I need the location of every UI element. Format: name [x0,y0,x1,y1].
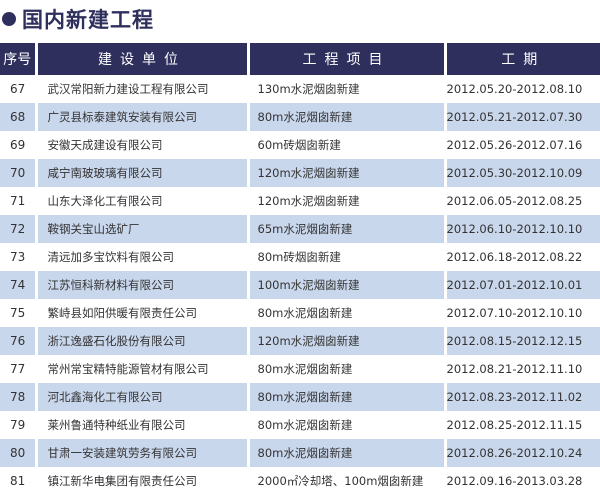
cell-period: 2012.05.30-2012.10.09 [443,159,600,187]
section-title: 国内新建工程 [2,4,154,34]
cell-no: 77 [10,362,26,376]
cell-project: 120m水泥烟囱新建 [246,327,445,355]
table-row: 80 甘肃一安装建筑劳务有限公司 80m水泥烟囱新建 2012.08.26-2012.… [0,439,600,467]
table-row: 81 镇江新华电集团有限责任公司 2000㎡冷却塔、100m烟囱新建 2012.09.… [0,467,600,495]
table-row: 71 山东大泽化工有限公司 120m水泥烟囱新建 2012.06.05-2012.08… [0,187,600,215]
cell-no: 74 [0,271,36,299]
cell-project: 60m砖烟囱新建 [246,131,445,159]
cell-no: 78 [0,383,36,411]
cell-period: 2012.08.26-2012.10.24 [443,439,600,467]
cell-period: 2012.09.16-2013.03.28 [443,467,600,495]
cell-period: 2012.07.10-2012.10.10 [443,299,600,327]
table-row: 79 莱州鲁通特种纸业有限公司 80m水泥烟囱新建 2012.08.25-2012.1… [0,411,600,439]
cell-period: 2012.05.26-2012.07.16 [443,131,600,159]
cell-unit: 常州常宝精特能源管材有限公司 [34,355,248,383]
cell-period: 2012.05.21-2012.07.30 [443,103,600,131]
cell-no: 73 [10,250,26,264]
bullet-icon [2,12,16,26]
table-row: 69 安徽天成建设有限公司 60m砖烟囱新建 2012.05.26-2012.07.1… [0,131,600,159]
cell-project: 100m水泥烟囱新建 [246,271,445,299]
column-header-no: 序号 [0,43,36,75]
table-row: 68 广灵县标泰建筑安装有限公司 80m水泥烟囱新建 2012.05.21-2012.… [0,103,600,131]
cell-project: 120m水泥烟囱新建 [246,159,445,187]
cell-unit: 莱州鲁通特种纸业有限公司 [34,411,248,439]
cell-unit: 清远加多宝饮料有限公司 [34,243,248,271]
cell-project: 2000㎡冷却塔、100m烟囱新建 [246,467,445,495]
cell-no: 75 [10,306,26,320]
cell-project: 80m水泥烟囱新建 [246,439,445,467]
cell-unit: 鞍钢关宝山选矿厂 [34,215,248,243]
cell-project: 80m水泥烟囱新建 [246,383,445,411]
projects-table: 序号 建设单位 工程项目 工期 67 武汉常阳新力建设工程有限公司 130m水泥烟囱… [0,43,600,495]
cell-unit: 山东大泽化工有限公司 [34,187,248,215]
table-row: 67 武汉常阳新力建设工程有限公司 130m水泥烟囱新建 2012.05.20-201… [0,75,600,103]
cell-no: 68 [0,103,36,131]
cell-unit: 咸宁南玻玻璃有限公司 [34,159,248,187]
cell-no: 67 [10,82,26,96]
cell-period: 2012.05.20-2012.08.10 [443,75,600,103]
table-row: 75 繁峙县如阳供暖有限责任公司 80m水泥烟囱新建 2012.07.10-2012.… [0,299,600,327]
cell-no: 76 [0,327,36,355]
cell-period: 2012.07.01-2012.10.01 [443,271,600,299]
table-row: 77 常州常宝精特能源管材有限公司 80m水泥烟囱新建 2012.08.21-2012… [0,355,600,383]
cell-unit: 江苏恒科新材料有限公司 [34,271,248,299]
cell-unit: 河北鑫海化工有限公司 [34,383,248,411]
cell-no: 71 [10,194,26,208]
table-row: 78 河北鑫海化工有限公司 80m水泥烟囱新建 2012.08.23-2012.11.… [0,383,600,411]
cell-unit: 浙江逸盛石化股份有限公司 [34,327,248,355]
column-header-period: 工期 [443,43,600,75]
cell-unit: 镇江新华电集团有限责任公司 [34,467,248,495]
cell-no: 79 [10,418,26,432]
section-title-text: 国内新建工程 [22,8,154,32]
cell-no: 70 [0,159,36,187]
cell-no: 80 [0,439,36,467]
cell-project: 130m水泥烟囱新建 [246,75,445,103]
cell-project: 65m水泥烟囱新建 [246,215,445,243]
cell-period: 2012.06.10-2012.10.10 [443,215,600,243]
table-row: 72 鞍钢关宝山选矿厂 65m水泥烟囱新建 2012.06.10-2012.10.10 [0,215,600,243]
table-row: 70 咸宁南玻玻璃有限公司 120m水泥烟囱新建 2012.05.30-2012.10… [0,159,600,187]
cell-project: 80m水泥烟囱新建 [246,355,445,383]
cell-no: 81 [10,474,26,488]
table-header: 序号 建设单位 工程项目 工期 [0,43,600,75]
cell-period: 2012.08.15-2012.12.15 [443,327,600,355]
cell-project: 120m水泥烟囱新建 [246,187,445,215]
cell-project: 80m水泥烟囱新建 [246,103,445,131]
cell-unit: 广灵县标泰建筑安装有限公司 [34,103,248,131]
cell-project: 80m砖烟囱新建 [246,243,445,271]
cell-period: 2012.06.05-2012.08.25 [443,187,600,215]
table-row: 73 清远加多宝饮料有限公司 80m砖烟囱新建 2012.06.18-2012.08.… [0,243,600,271]
cell-unit: 甘肃一安装建筑劳务有限公司 [34,439,248,467]
cell-no: 69 [10,138,26,152]
column-header-project: 工程项目 [246,43,445,75]
cell-period: 2012.08.23-2012.11.02 [443,383,600,411]
cell-no: 72 [0,215,36,243]
table-row: 76 浙江逸盛石化股份有限公司 120m水泥烟囱新建 2012.08.15-2012.… [0,327,600,355]
cell-project: 80m水泥烟囱新建 [246,411,445,439]
cell-unit: 武汉常阳新力建设工程有限公司 [34,75,248,103]
cell-project: 80m水泥烟囱新建 [246,299,445,327]
table-row: 74 江苏恒科新材料有限公司 100m水泥烟囱新建 2012.07.01-2012.1… [0,271,600,299]
cell-unit: 繁峙县如阳供暖有限责任公司 [34,299,248,327]
cell-period: 2012.08.25-2012.11.15 [443,411,600,439]
cell-period: 2012.08.21-2012.11.10 [443,355,600,383]
column-header-unit: 建设单位 [34,43,248,75]
cell-unit: 安徽天成建设有限公司 [34,131,248,159]
cell-period: 2012.06.18-2012.08.22 [443,243,600,271]
